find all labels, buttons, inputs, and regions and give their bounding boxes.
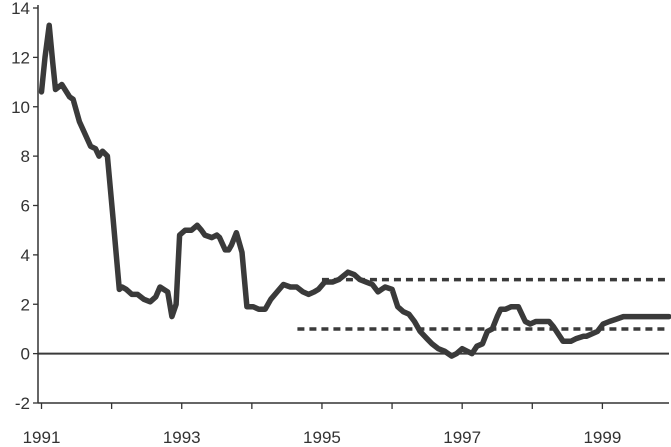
series-group — [38, 22, 671, 359]
y-tick-label: 12 — [11, 48, 30, 67]
reference-lines — [297, 277, 669, 331]
y-axis-ticks: -2 0 2 4 6 8 10 12 14 — [11, 0, 38, 413]
x-tick-label: 1993 — [163, 428, 201, 447]
x-tick-label: 1999 — [583, 428, 621, 447]
y-tick-label: 0 — [21, 345, 30, 364]
y-tick-label: 10 — [11, 98, 30, 117]
x-tick-label: 1991 — [23, 428, 61, 447]
y-tick-label: 2 — [21, 295, 30, 314]
y-tick-label: 4 — [21, 246, 30, 265]
y-tick-label: 6 — [21, 197, 30, 216]
series-line — [38, 22, 671, 359]
y-tick-label: 14 — [11, 0, 30, 18]
y-tick-label: 8 — [21, 147, 30, 166]
x-tick-label: 1997 — [443, 428, 481, 447]
x-axis-ticks: 1991 1993 1995 1997 1999 — [23, 403, 621, 447]
x-tick-label: 1995 — [303, 428, 341, 447]
y-tick-label: -2 — [15, 394, 30, 413]
